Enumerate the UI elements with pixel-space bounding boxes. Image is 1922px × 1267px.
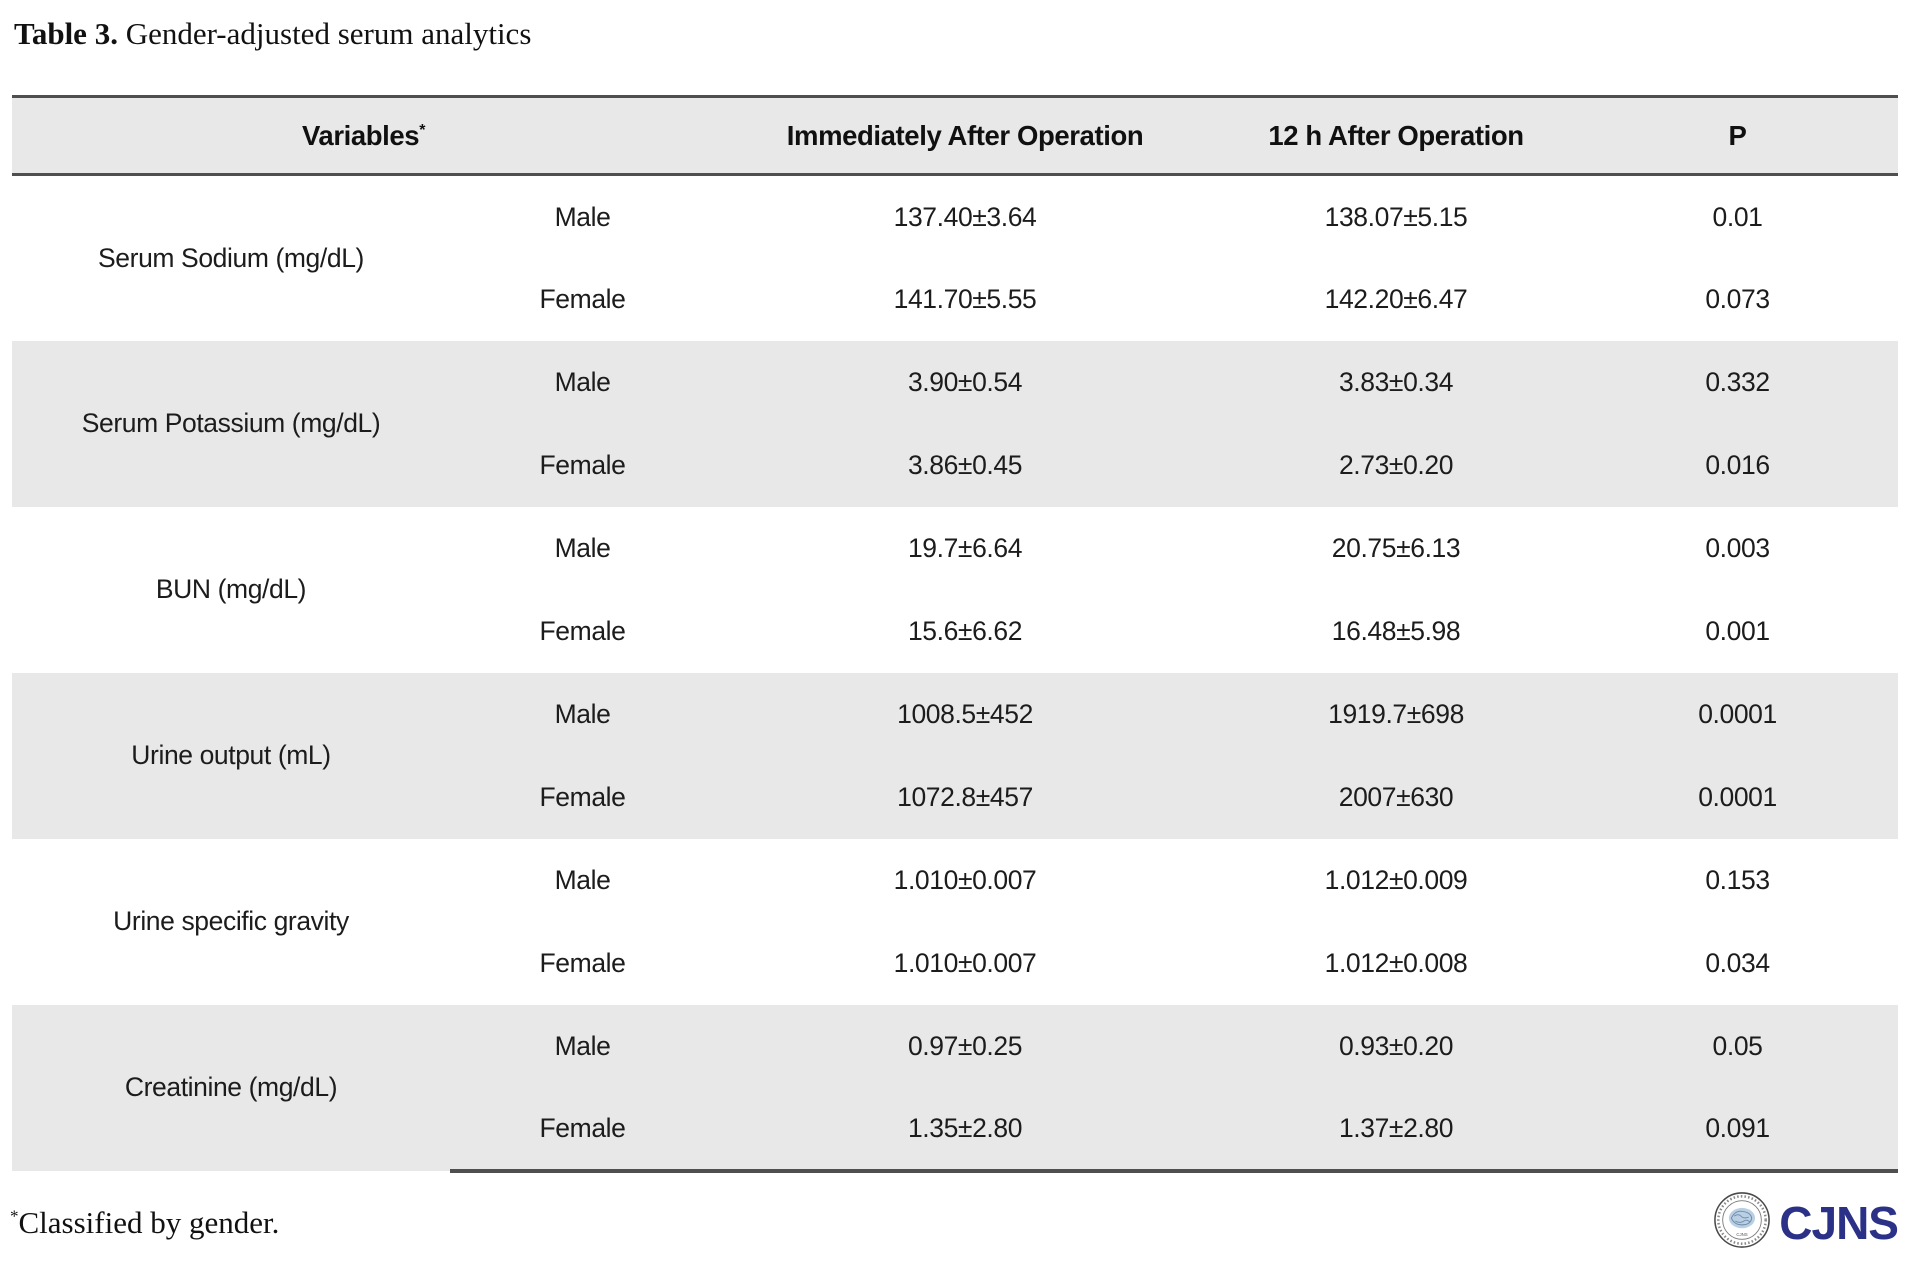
cjns-seal-icon: CJNS xyxy=(1713,1191,1771,1254)
table-footer: *Classified by gender. CJNS CJNS xyxy=(10,1187,1899,1259)
p-value-cell: 0.034 xyxy=(1705,947,1770,978)
gender-cell: Male xyxy=(554,366,611,397)
gender-cell: Female xyxy=(450,1087,716,1173)
table-row: Serum Potassium (mg/dL) Male 3.90±0.54 3… xyxy=(12,340,1899,438)
variable-cell: BUN (mg/dL) xyxy=(155,574,307,605)
table-row: Creatinine (mg/dL) Male 0.97±0.25 0.93±0… xyxy=(12,1004,1899,1102)
table-row: Urine output (mL) Male 1008.5±452 1919.7… xyxy=(12,672,1899,770)
value-cell: 20.75±6.13 xyxy=(1331,532,1461,563)
header-immediately-after: Immediately After Operation xyxy=(715,95,1216,176)
footnote-marker: * xyxy=(419,121,426,139)
data-table: Variables* Immediately After Operation 1… xyxy=(12,95,1899,1173)
value-cell: 1072.8±457 xyxy=(897,781,1033,812)
gender-cell: Female xyxy=(539,781,626,812)
value-cell: 3.90±0.54 xyxy=(907,366,1023,397)
value-cell: 2007±630 xyxy=(1338,781,1454,812)
value-cell: 1008.5±452 xyxy=(897,698,1033,729)
page: Table 3. Gender-adjusted serum analytics… xyxy=(0,16,1922,1267)
value-cell: 3.83±0.34 xyxy=(1338,366,1454,397)
value-cell: 137.40±3.64 xyxy=(893,201,1037,232)
header-variables-label: Variables xyxy=(302,119,420,151)
gender-cell: Female xyxy=(539,283,626,314)
value-cell: 0.97±0.25 xyxy=(907,1030,1023,1061)
table-row: Urine specific gravity Male 1.010±0.007 … xyxy=(12,838,1899,936)
gender-cell: Female xyxy=(539,947,626,978)
header-variables: Variables* xyxy=(12,95,716,176)
gender-cell: Male xyxy=(554,532,611,563)
gender-cell: Female xyxy=(539,615,626,646)
p-value-cell: 0.05 xyxy=(1712,1030,1763,1061)
value-cell: 3.86±0.45 xyxy=(907,449,1023,480)
header-12h-after: 12 h After Operation xyxy=(1215,95,1578,176)
svg-text:CJNS: CJNS xyxy=(1737,1232,1748,1237)
value-cell: 0.93±0.20 xyxy=(1338,1030,1454,1061)
value-cell: 142.20±6.47 xyxy=(1324,283,1468,314)
variable-cell: Serum Potassium (mg/dL) xyxy=(81,408,381,439)
value-cell: 138.07±5.15 xyxy=(1324,201,1468,232)
gender-cell: Male xyxy=(554,864,611,895)
journal-logo-text: CJNS xyxy=(1779,1196,1899,1249)
value-cell: 1.012±0.008 xyxy=(1324,947,1468,978)
gender-cell: Male xyxy=(554,698,611,729)
table-row: BUN (mg/dL) Male 19.7±6.64 20.75±6.13 0.… xyxy=(12,506,1899,604)
table-number: Table 3. xyxy=(14,16,118,51)
p-value-cell: 0.01 xyxy=(1712,201,1763,232)
variable-cell: Creatinine (mg/dL) xyxy=(124,1072,338,1103)
value-cell: 1.35±2.80 xyxy=(715,1087,1216,1173)
p-value-cell: 0.003 xyxy=(1705,532,1770,563)
footnote: *Classified by gender. xyxy=(10,1205,279,1241)
footnote-marker: * xyxy=(10,1206,19,1226)
gender-cell: Male xyxy=(554,201,611,232)
variable-cell: Urine output (mL) xyxy=(131,740,331,771)
value-cell: 1.37±2.80 xyxy=(1215,1087,1578,1173)
value-cell: 141.70±5.55 xyxy=(893,283,1037,314)
p-value-cell: 0.073 xyxy=(1705,283,1770,314)
journal-logo: CJNS CJNS xyxy=(1713,1191,1899,1254)
table-caption: Table 3. Gender-adjusted serum analytics xyxy=(14,16,1922,78)
p-value-cell: 0.0001 xyxy=(1698,698,1777,729)
table-row: Female 1.35±2.80 1.37±2.80 0.091 xyxy=(12,1087,1899,1173)
value-cell: 1.010±0.007 xyxy=(893,947,1037,978)
table-row: Serum Sodium (mg/dL) Male 137.40±3.64 13… xyxy=(12,174,1899,273)
p-value-cell: 0.016 xyxy=(1705,449,1770,480)
value-cell: 1.012±0.009 xyxy=(1324,864,1468,895)
table-title-text: Gender-adjusted serum analytics xyxy=(125,16,532,51)
value-cell: 1.010±0.007 xyxy=(893,864,1037,895)
value-cell: 16.48±5.98 xyxy=(1331,615,1461,646)
table-header-row: Variables* Immediately After Operation 1… xyxy=(12,95,1899,176)
value-cell: 15.6±6.62 xyxy=(907,615,1023,646)
p-value-cell: 0.153 xyxy=(1705,864,1770,895)
p-value-cell: 0.001 xyxy=(1705,615,1770,646)
value-cell: 2.73±0.20 xyxy=(1338,449,1454,480)
value-cell: 1919.7±698 xyxy=(1328,698,1464,729)
p-value-cell: 0.0001 xyxy=(1698,781,1777,812)
header-p: P xyxy=(1577,95,1899,176)
p-value-cell: 0.091 xyxy=(1577,1087,1899,1173)
gender-cell: Female xyxy=(539,449,626,480)
variable-cell: Serum Sodium (mg/dL) xyxy=(98,243,364,274)
gender-cell: Male xyxy=(554,1030,611,1061)
variable-cell: Urine specific gravity xyxy=(113,906,349,937)
p-value-cell: 0.332 xyxy=(1705,366,1770,397)
value-cell: 19.7±6.64 xyxy=(907,532,1023,563)
footnote-text: Classified by gender. xyxy=(18,1204,280,1240)
